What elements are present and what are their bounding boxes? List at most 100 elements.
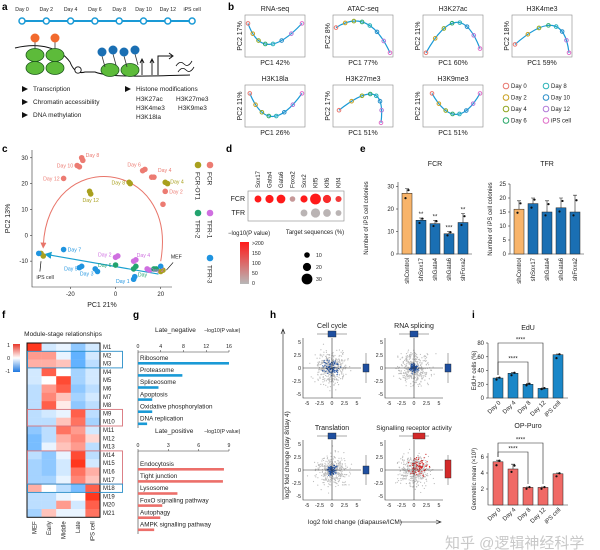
bar (138, 410, 153, 413)
scatter-point (40, 253, 47, 259)
gene-point (407, 473, 409, 475)
gene-point (341, 484, 344, 486)
heatmap-cell (27, 434, 42, 443)
gene-point (417, 455, 419, 457)
pca-point (351, 18, 357, 24)
gene-point (416, 486, 418, 488)
gene-point (414, 488, 416, 490)
gene-point (425, 363, 427, 365)
highlight-gene-point (417, 369, 419, 371)
bullet-text: DNA methylation (33, 112, 82, 119)
row-label: M19 (103, 494, 115, 500)
histone-mark-label: H3K4me3 (136, 105, 165, 112)
color-scale-tick: >200 (252, 241, 264, 247)
pca-point (359, 93, 365, 99)
gene-point (329, 464, 331, 466)
x-tick-label: 0 (137, 443, 140, 449)
bar (552, 354, 564, 399)
legend-marker (542, 117, 550, 124)
gene-point (319, 363, 322, 366)
gene-point (329, 479, 332, 481)
gene-point (323, 378, 325, 381)
pca-point (378, 120, 384, 126)
pca-panel: H3K9me3 PC1 51% PC2 11% (415, 76, 484, 137)
y-tick-label: 5 (503, 238, 507, 244)
heatmap-cell (27, 409, 42, 418)
highlight-gene-point (424, 465, 427, 467)
gene-point (341, 470, 343, 473)
bar (138, 422, 148, 426)
legend-marker (542, 82, 550, 90)
heatmap-cell (27, 484, 42, 493)
gene-point (420, 458, 423, 460)
y-tick-label: 2.5 (294, 353, 301, 359)
gene-point (322, 473, 325, 475)
gene-point (407, 452, 409, 454)
legend-label: Day 6 (511, 119, 527, 125)
point-label: Day 4 (137, 253, 151, 259)
gene-point (334, 451, 337, 453)
gene-point (410, 373, 412, 375)
x-axis-label: −log10(P value) (204, 429, 241, 435)
gene-point (321, 478, 323, 480)
heatmap-cell (41, 426, 57, 435)
gene-point (425, 461, 427, 464)
gene-point (338, 359, 340, 361)
size-legend-label: 10 (316, 253, 322, 259)
heatmap-cell (85, 367, 101, 377)
pca-xlabel: PC1 60% (438, 60, 468, 67)
gene-point (329, 375, 332, 377)
y-axis-label: EdU+ cells (%) (472, 351, 478, 391)
timeline-node (18, 17, 26, 25)
x-tick-label: 2.5 (341, 401, 348, 407)
gene-point (338, 376, 340, 378)
gene-point (427, 468, 429, 470)
dot (322, 194, 332, 204)
gene-point (421, 372, 423, 374)
gene-point (415, 360, 417, 363)
bar (138, 528, 155, 532)
bar (513, 208, 525, 255)
gene-point (428, 378, 430, 380)
panel-letter-e: e (360, 144, 366, 155)
gene-point (324, 468, 326, 470)
gene-point (418, 383, 421, 385)
scatter-point (60, 175, 67, 182)
heatmap-cell (70, 409, 86, 418)
heatmap-cell (85, 343, 101, 352)
gene-point (424, 476, 426, 478)
gene-point (425, 360, 427, 362)
highlight-gene-point (414, 471, 416, 473)
legend-marker (502, 105, 510, 113)
gene-point (419, 362, 421, 364)
gene-point (420, 476, 422, 478)
gene-point (334, 376, 336, 379)
highlight-gene-point (416, 464, 418, 466)
gene-point (409, 483, 411, 485)
replicate-point (513, 371, 516, 374)
heatmap-cell (56, 367, 71, 377)
heatmap-cell (41, 343, 57, 352)
panel-letter-g: g (133, 310, 139, 321)
gene-point (406, 475, 408, 477)
gene-point (315, 476, 317, 478)
highlight-gene-point (418, 457, 420, 459)
gene-point (422, 472, 424, 475)
gene-point (344, 476, 346, 478)
gene-point (422, 375, 424, 377)
highlight-gene-point (409, 368, 411, 371)
gene-point (325, 359, 327, 361)
histone-mark-label: H3K27ac (136, 96, 163, 103)
heatmap-cell (56, 401, 71, 410)
gene-point (342, 351, 344, 354)
gene-point (322, 378, 324, 381)
highlight-gene-point (415, 458, 417, 460)
gene-point (408, 482, 410, 485)
point-label: Day 8 (86, 153, 100, 159)
scatter-subplot: 5 2.5 0 -2.5 -5 -5 -2.5 0 2.5 5 RNA splicing (374, 323, 452, 407)
panel-a-schematic: Day 0 Day 2 Day 4 Day 6 Day 8 Day 10 Day 12 iPS… (14, 7, 209, 121)
gene-point (414, 374, 416, 376)
gene-point (339, 460, 341, 462)
gene-point (399, 473, 401, 475)
gene-point (417, 363, 419, 365)
